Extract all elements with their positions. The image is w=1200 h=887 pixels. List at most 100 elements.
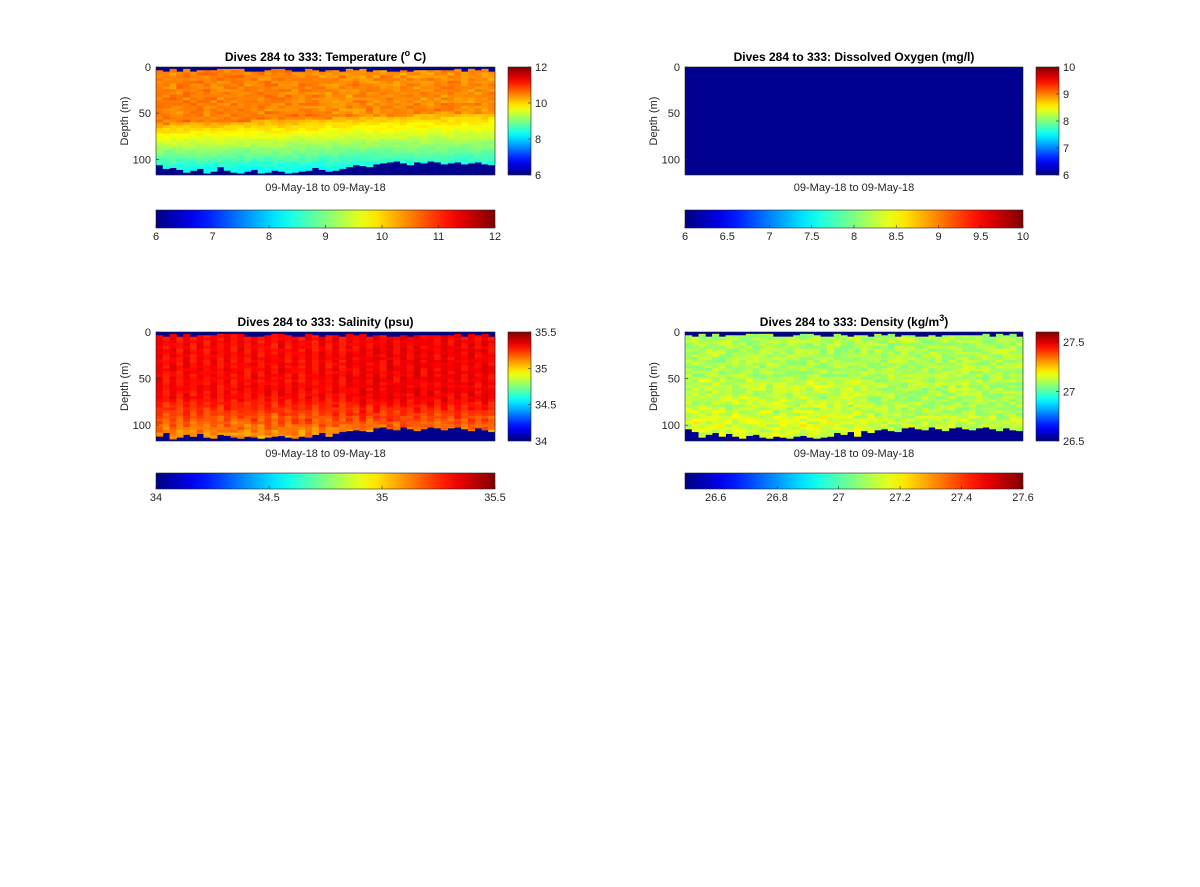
heatmap-cell: [291, 86, 299, 90]
heatmap-cell: [908, 348, 916, 352]
heatmap-cell: [806, 387, 814, 392]
heatmap-cell: [474, 371, 482, 375]
heatmap-cell: [881, 335, 889, 338]
heatmap-cell: [257, 385, 265, 389]
heatmap-cell: [420, 155, 428, 159]
heatmap-cell: [176, 396, 184, 400]
heatmap-cell: [379, 418, 387, 422]
heatmap-cell: [867, 410, 875, 414]
heatmap-cell: [352, 86, 360, 90]
heatmap-cell: [278, 97, 286, 101]
heatmap-cell: [799, 407, 808, 411]
heatmap-cell: [393, 119, 401, 123]
heatmap-cell: [901, 365, 909, 369]
heatmap-cell: [440, 345, 448, 350]
heatmap-cell: [799, 429, 808, 434]
heatmap-cell: [461, 105, 469, 109]
heatmap-cell: [779, 401, 787, 406]
heatmap-cell: [467, 119, 476, 123]
heatmap-cell: [481, 155, 489, 159]
heatmap-cell: [210, 114, 218, 118]
heatmap-cell: [474, 415, 482, 420]
heatmap-cell: [372, 72, 381, 76]
heatmap-cell: [284, 97, 292, 101]
heatmap-cell: [291, 122, 299, 126]
heatmap-cell: [305, 133, 313, 137]
heatmap-cell: [461, 393, 469, 397]
heatmap-cells-density: [685, 333, 1024, 439]
heatmap-cell: [745, 396, 753, 400]
heatmap-cell: [474, 404, 482, 408]
heatmap-cell: [318, 368, 326, 372]
heatmap-cell: [745, 351, 753, 355]
heatmap-cell: [278, 432, 286, 436]
heatmap-cell: [820, 385, 828, 389]
heatmap-cell: [169, 127, 177, 132]
heatmap-cell: [440, 119, 448, 123]
heatmap-cell: [433, 94, 442, 98]
heatmap-cell: [196, 78, 204, 82]
heatmap-cell: [217, 382, 225, 386]
heatmap-cell: [169, 333, 177, 336]
heatmap-cell: [454, 72, 462, 76]
heatmap-cell: [278, 387, 286, 392]
heatmap-cell: [278, 119, 286, 123]
heatmap-cell: [440, 427, 448, 431]
heatmap-cell: [400, 108, 408, 112]
heatmap-cell: [176, 97, 184, 101]
heatmap-cell: [779, 399, 787, 403]
heatmap-cell: [366, 410, 374, 414]
heatmap-cell: [352, 354, 360, 358]
heatmap-cell: [366, 336, 374, 338]
heatmap-cell: [393, 376, 401, 380]
heatmap-cell: [250, 163, 259, 168]
heatmap-cell: [210, 413, 218, 417]
heatmap-cell: [366, 376, 374, 380]
heatmap-cell: [732, 382, 740, 386]
heatmap-cell: [691, 343, 699, 347]
heatmap-cell: [705, 337, 713, 341]
heatmap-cell: [914, 365, 922, 369]
heatmap-cell: [189, 71, 198, 73]
heatmap-cell: [278, 158, 286, 162]
heatmap-cell: [806, 413, 814, 417]
heatmap-cell: [786, 424, 794, 428]
heatmap-cell: [881, 354, 889, 358]
heatmap-cell: [874, 404, 882, 408]
heatmap-cell: [732, 337, 740, 341]
heatmap-cell: [169, 429, 177, 434]
heatmap-cell: [162, 404, 170, 408]
heatmap-cell: [223, 133, 231, 137]
heatmap-cell: [467, 97, 476, 101]
heatmap-cell: [454, 387, 462, 392]
heatmap-cell: [386, 100, 394, 104]
heatmap-cell: [250, 116, 259, 121]
heatmap-cell: [685, 371, 693, 375]
heatmap-cell: [339, 373, 347, 378]
heatmap-cell: [826, 351, 835, 355]
heatmap-cell: [474, 354, 482, 358]
heatmap-cell: [237, 373, 245, 378]
heatmap-cell: [393, 404, 401, 408]
heatmap-cell: [189, 396, 198, 400]
heatmap-cell: [298, 376, 306, 380]
heatmap-cell: [698, 359, 706, 364]
heatmap-cell: [739, 348, 747, 352]
heatmap-cell: [759, 401, 767, 406]
heatmap-cell: [725, 362, 733, 366]
heatmap-cell: [467, 373, 476, 378]
heatmap-cell: [799, 432, 808, 436]
heatmap-cell: [332, 130, 340, 134]
heatmap-cell: [427, 399, 435, 403]
heatmap-cell: [427, 401, 435, 406]
heatmap-cell: [345, 122, 354, 126]
heatmap-cell: [820, 376, 828, 380]
heatmap-cell: [210, 130, 218, 134]
heatmap-cell: [278, 75, 286, 79]
heatmap-cell: [366, 116, 374, 121]
heatmap-cell: [162, 139, 170, 143]
heatmap-cell: [745, 345, 753, 350]
heatmap-cell: [820, 336, 828, 338]
heatmap-cell: [752, 373, 760, 378]
heatmap-cell: [772, 357, 781, 361]
